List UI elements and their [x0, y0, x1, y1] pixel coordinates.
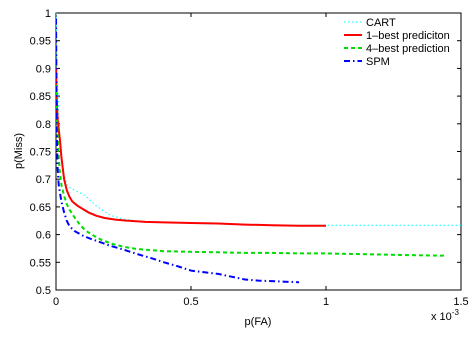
y-tick-label: 0.95 [30, 36, 51, 48]
legend-label: CART [366, 17, 396, 29]
series-layer [56, 13, 461, 284]
y-tick-label: 0.7 [36, 174, 51, 186]
y-axis-label: p(Miss) [13, 133, 25, 169]
x-tick-label: 1 [323, 296, 329, 308]
series-line-4-best-prediction [56, 84, 445, 257]
series-line-spm [56, 18, 300, 284]
y-tick-label: 0.75 [30, 147, 51, 159]
series-line-1-best-prediciton [56, 68, 326, 227]
x-exponent-label: x 10-3 [431, 308, 459, 323]
y-tick-label: 1 [45, 8, 51, 20]
y-tick-label: 0.65 [30, 202, 51, 214]
legend-label: 1–best prediciton [366, 30, 450, 42]
y-tick-label: 0.5 [36, 285, 51, 297]
x-tick-label: 0.5 [183, 296, 198, 308]
x-tick-label: 1.5 [453, 296, 468, 308]
legend-label: SPM [366, 56, 390, 68]
y-tick-label: 0.55 [30, 257, 51, 269]
plot-area [55, 12, 462, 291]
x-tick-label: 0 [53, 296, 59, 308]
y-tick-label: 0.9 [36, 63, 51, 75]
x-exponent-base: x 10 [431, 311, 452, 323]
legend-label: 4–best prediction [366, 43, 450, 55]
x-exponent-power: -3 [452, 308, 460, 317]
y-tick-label: 0.85 [30, 91, 51, 103]
ticks-layer: 0 0.5 1 1.50.50.550.60.650.70.750.80.850.90… [30, 8, 469, 308]
x-axis-label: p(FA) [245, 316, 272, 328]
y-tick-label: 0.8 [36, 119, 51, 131]
y-tick-label: 0.6 [36, 230, 51, 242]
